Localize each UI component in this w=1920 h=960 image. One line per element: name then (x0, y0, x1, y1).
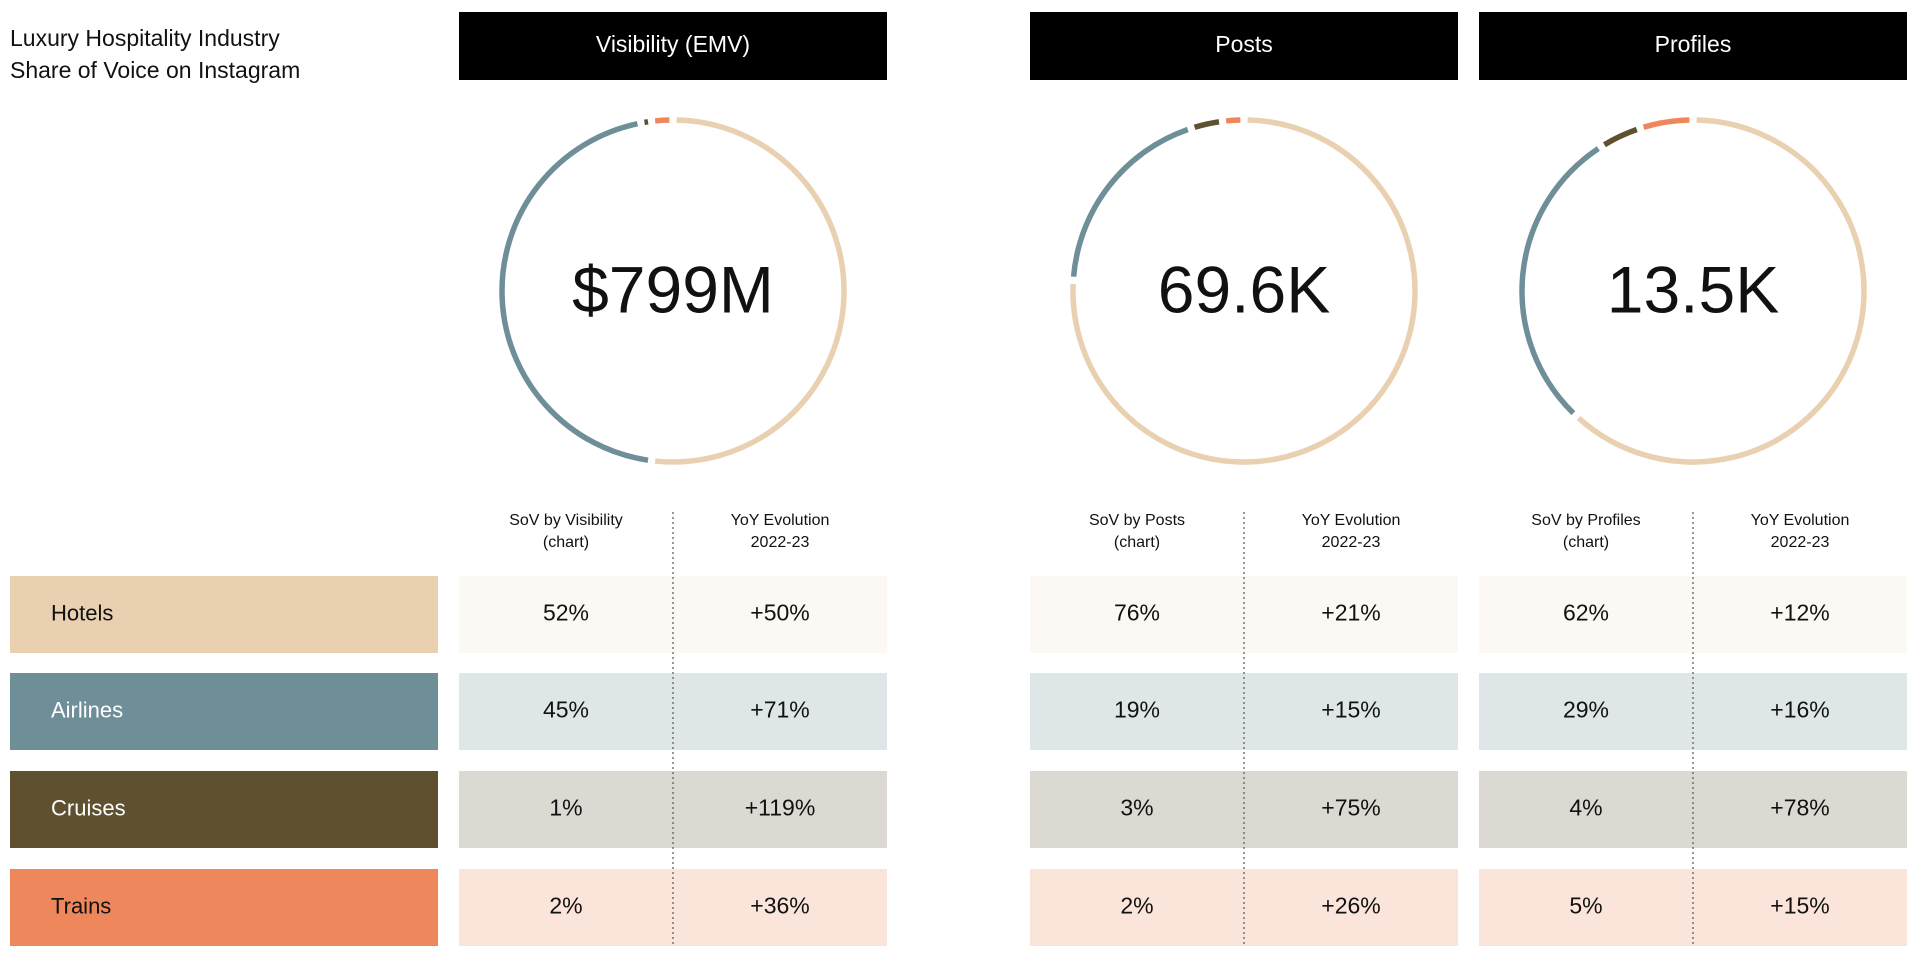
column-header (1030, 12, 1458, 80)
row-label: Airlines (51, 697, 123, 722)
row-label: Hotels (51, 600, 113, 625)
column-subheader: YoY Evolution (1302, 512, 1401, 529)
row-label-box (10, 771, 438, 848)
row-label-box (10, 673, 438, 750)
yoy-value: +16% (1770, 697, 1829, 723)
donut-segment (1642, 117, 1690, 130)
donut-segment (1193, 119, 1220, 130)
donut-segment (499, 121, 649, 463)
sov-value: 62% (1563, 600, 1609, 626)
column-subheader: 2022-23 (1322, 534, 1381, 551)
yoy-value: +71% (750, 697, 809, 723)
yoy-value: +15% (1770, 893, 1829, 919)
sov-value: 5% (1569, 893, 1602, 919)
row-label-box (10, 869, 438, 946)
column-header (459, 12, 887, 80)
yoy-value: +26% (1321, 893, 1380, 919)
yoy-value: +15% (1321, 697, 1380, 723)
donut-segment (1070, 117, 1418, 465)
column-subheader: (chart) (1563, 534, 1609, 551)
subtitle: Share of Voice on Instagram (10, 57, 300, 83)
center-value: $799M (572, 252, 774, 326)
center-value: 13.5K (1607, 252, 1779, 326)
column-subheader: SoV by Profiles (1531, 512, 1640, 529)
column-subheader: (chart) (1114, 534, 1160, 551)
column-header (1479, 12, 1907, 80)
column-subheader: 2022-23 (751, 534, 810, 551)
donut-segment (1576, 117, 1867, 465)
donut-segment (654, 117, 847, 465)
donut-segment (1070, 126, 1189, 277)
sov-value: 76% (1114, 600, 1160, 626)
yoy-value: +21% (1321, 600, 1380, 626)
column-subheader: SoV by Visibility (509, 512, 623, 529)
sov-value: 29% (1563, 697, 1609, 723)
yoy-value: +75% (1321, 795, 1380, 821)
title: Luxury Hospitality Industry (10, 25, 280, 51)
center-value: 69.6K (1158, 252, 1330, 326)
sov-value: 1% (549, 795, 582, 821)
sov-value: 19% (1114, 697, 1160, 723)
yoy-value: +12% (1770, 600, 1829, 626)
sov-value: 2% (549, 893, 582, 919)
column-title: Posts (1215, 31, 1273, 57)
column-title: Profiles (1655, 31, 1732, 57)
column-subheader: YoY Evolution (731, 512, 830, 529)
yoy-value: +36% (750, 893, 809, 919)
donut-segment (644, 119, 649, 126)
column-subheader: 2022-23 (1771, 534, 1830, 551)
sov-value: 3% (1120, 795, 1153, 821)
yoy-value: +50% (750, 600, 809, 626)
column-title: Visibility (EMV) (596, 31, 750, 57)
yoy-value: +78% (1770, 795, 1829, 821)
row-label: Trains (51, 893, 111, 918)
donut-segment (654, 117, 670, 124)
row-label-box (10, 576, 438, 653)
sov-value: 45% (543, 697, 589, 723)
sov-value: 52% (543, 600, 589, 626)
sov-value: 4% (1569, 795, 1602, 821)
donut-segment (1602, 126, 1638, 148)
yoy-value: +119% (745, 795, 816, 821)
column-subheader: (chart) (543, 534, 589, 551)
row-label: Cruises (51, 795, 126, 820)
donut-segment (1519, 146, 1600, 416)
donut-segment (1225, 117, 1241, 124)
column-subheader: YoY Evolution (1751, 512, 1850, 529)
sov-value: 2% (1120, 893, 1153, 919)
column-subheader: SoV by Posts (1089, 512, 1185, 529)
